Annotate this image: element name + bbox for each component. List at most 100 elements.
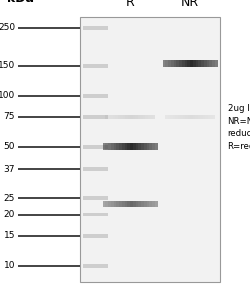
Bar (140, 115, 142, 119)
Bar (105, 201, 108, 207)
Bar (146, 143, 149, 150)
Bar (179, 60, 182, 67)
Text: R: R (126, 0, 134, 8)
Bar (171, 60, 173, 67)
Bar (120, 115, 122, 119)
Bar (128, 115, 130, 119)
Bar (190, 60, 193, 67)
Bar (80, 17, 220, 282)
Text: kDa: kDa (8, 0, 34, 5)
Bar (82, 64, 108, 68)
Bar (193, 60, 196, 67)
Bar (133, 201, 136, 207)
Text: 50: 50 (4, 142, 15, 151)
Bar (155, 143, 158, 150)
Bar (175, 115, 178, 119)
Bar (165, 115, 168, 119)
Bar (136, 143, 138, 150)
Bar (162, 60, 165, 67)
Bar (149, 201, 152, 207)
Bar (144, 201, 146, 207)
Bar (136, 201, 138, 207)
Bar (82, 115, 108, 119)
Bar (180, 115, 182, 119)
Bar (105, 115, 108, 119)
Bar (185, 115, 188, 119)
Bar (118, 115, 120, 119)
Bar (212, 115, 215, 119)
Bar (172, 115, 175, 119)
Bar (112, 115, 115, 119)
Bar (178, 115, 180, 119)
Bar (198, 115, 200, 119)
Bar (209, 60, 212, 67)
Bar (135, 115, 138, 119)
Bar (115, 115, 117, 119)
Bar (82, 234, 108, 238)
Bar (192, 115, 195, 119)
Bar (124, 201, 127, 207)
Bar (133, 143, 136, 150)
Bar (188, 115, 190, 119)
Bar (187, 60, 190, 67)
Text: 75: 75 (4, 112, 15, 121)
Bar (124, 143, 127, 150)
Bar (150, 115, 152, 119)
Text: 15: 15 (4, 231, 15, 240)
Bar (122, 143, 124, 150)
Text: 150: 150 (0, 61, 15, 70)
Bar (200, 115, 202, 119)
Text: 100: 100 (0, 91, 15, 100)
Bar (116, 201, 119, 207)
Bar (82, 94, 108, 97)
Bar (202, 115, 205, 119)
Bar (114, 143, 116, 150)
Bar (168, 115, 170, 119)
Bar (182, 60, 184, 67)
Bar (155, 201, 158, 207)
Bar (141, 143, 144, 150)
Bar (108, 201, 111, 207)
Bar (146, 201, 149, 207)
Bar (122, 201, 124, 207)
Bar (119, 201, 122, 207)
Bar (119, 143, 122, 150)
Bar (165, 60, 168, 67)
Bar (141, 201, 144, 207)
Text: 10: 10 (4, 261, 15, 270)
Bar (195, 115, 198, 119)
Bar (130, 115, 132, 119)
Bar (196, 60, 198, 67)
Bar (210, 115, 212, 119)
Bar (215, 60, 218, 67)
Bar (170, 115, 172, 119)
Text: 20: 20 (4, 210, 15, 219)
Text: 37: 37 (4, 164, 15, 174)
Bar (184, 60, 187, 67)
Bar (198, 60, 201, 67)
Bar (102, 143, 105, 150)
Bar (212, 60, 215, 67)
Bar (111, 143, 114, 150)
Bar (82, 26, 108, 30)
Bar (142, 115, 145, 119)
Bar (108, 115, 110, 119)
Bar (122, 115, 125, 119)
Bar (144, 143, 146, 150)
Bar (108, 143, 111, 150)
Bar (138, 201, 141, 207)
Bar (111, 201, 114, 207)
Bar (152, 143, 155, 150)
Bar (168, 60, 171, 67)
Bar (82, 196, 108, 200)
Bar (127, 143, 130, 150)
Bar (205, 115, 208, 119)
Bar (82, 213, 108, 216)
Bar (176, 60, 179, 67)
Bar (190, 115, 192, 119)
Bar (125, 115, 128, 119)
Bar (138, 115, 140, 119)
Bar (82, 145, 108, 149)
Bar (116, 143, 119, 150)
Bar (132, 115, 135, 119)
